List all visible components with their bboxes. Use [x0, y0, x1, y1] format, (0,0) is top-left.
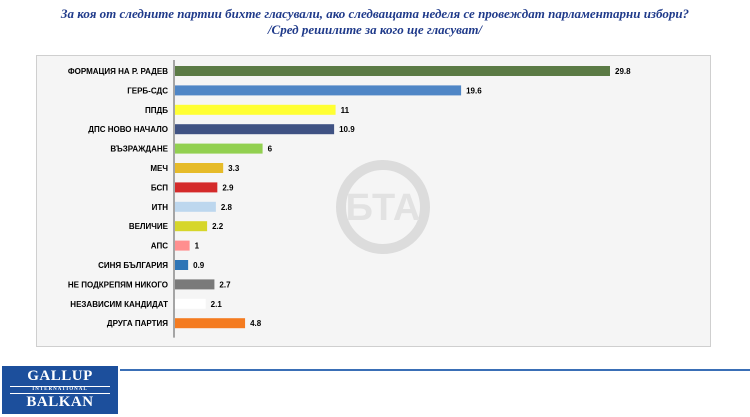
- watermark-text: БТА: [346, 187, 421, 229]
- bar: [175, 240, 190, 251]
- bar: [175, 298, 206, 309]
- footer-divider: [120, 369, 750, 371]
- bar: [175, 260, 189, 270]
- bar: [175, 163, 224, 173]
- value-label: 2.8: [221, 203, 233, 212]
- value-label: 2.7: [219, 280, 231, 289]
- gallup-logo: GALLUP INTERNATIONAL BALKAN: [2, 366, 118, 414]
- category-label: НЕ ПОДКРЕПЯМ НИКОГО: [68, 280, 168, 289]
- plot-area: БТА ФОРМАЦИЯ НА Р. РАДЕВ 29.8 ГЕРБ-СДС 19.6…: [36, 55, 711, 347]
- category-label: АПС: [151, 242, 168, 251]
- logo-line-3: BALKAN: [26, 394, 94, 410]
- value-label: 10.9: [339, 125, 355, 134]
- value-label: 2.9: [222, 183, 234, 192]
- logo-line-2: INTERNATIONAL: [10, 386, 110, 394]
- bar: [175, 318, 246, 329]
- category-label: ДРУГА ПАРТИЯ: [107, 319, 168, 328]
- category-label: ППДБ: [145, 106, 168, 115]
- value-label: 11: [341, 106, 350, 115]
- category-label: ИТН: [152, 203, 169, 212]
- bar: [175, 85, 462, 96]
- category-label: МЕЧ: [150, 164, 168, 173]
- bar: [175, 66, 610, 76]
- value-label: 6: [268, 145, 273, 154]
- chart-title: За коя от следните партии бихте гласувал…: [60, 6, 690, 21]
- bar: [175, 104, 336, 115]
- value-label: 3.3: [228, 164, 240, 173]
- value-label: 29.8: [615, 67, 631, 76]
- bar: [175, 221, 208, 232]
- category-label: ВЪЗРАЖДАНЕ: [110, 145, 168, 154]
- category-label: ВЕЛИЧИЕ: [129, 222, 169, 231]
- value-label: 2.2: [212, 222, 224, 231]
- bar: [175, 279, 215, 290]
- value-label: 2.1: [211, 300, 223, 309]
- category-label: ДПС НОВО НАЧАЛО: [88, 125, 168, 134]
- bta-watermark: БТА: [336, 160, 430, 254]
- value-label: 4.8: [250, 319, 262, 328]
- category-label: ФОРМАЦИЯ НА Р. РАДЕВ: [68, 67, 168, 76]
- logo-line-1: GALLUP: [27, 368, 93, 384]
- value-label: 0.9: [193, 261, 205, 270]
- value-label: 19.6: [466, 86, 482, 95]
- category-label: НЕЗАВИСИМ КАНДИДАТ: [70, 300, 168, 309]
- bar: [175, 182, 218, 193]
- value-label: 1: [195, 242, 200, 251]
- bar: [175, 124, 335, 135]
- bar-chart: ФОРМАЦИЯ НА Р. РАДЕВ 29.8 ГЕРБ-СДС 19.6 ППДБ…: [68, 60, 631, 338]
- chart-subtitle: /Сред решилите за кого ще гласуват/: [267, 22, 483, 37]
- bar: [175, 201, 216, 212]
- category-label: ГЕРБ-СДС: [127, 86, 168, 95]
- category-label: СИНЯ БЪЛГАРИЯ: [98, 261, 168, 270]
- bar: [175, 143, 263, 154]
- category-label: БСП: [151, 183, 168, 192]
